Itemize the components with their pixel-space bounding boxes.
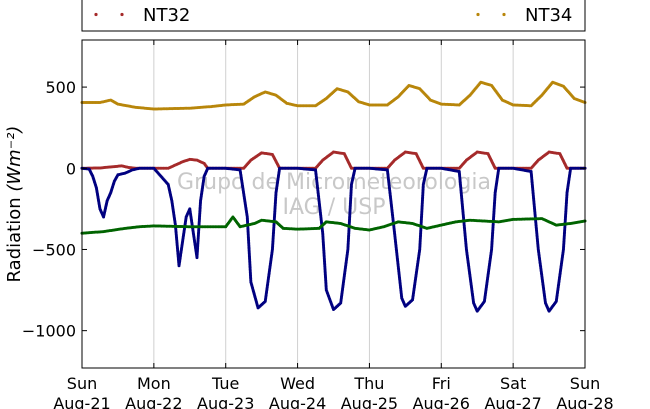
y-tick-label: −500	[32, 240, 76, 259]
gridlines	[153, 40, 514, 368]
legend-entry-nt34: NT34	[476, 5, 572, 26]
x-axis: SunAug-21MonAug-22TueAug-23WedAug-24ThuA…	[53, 40, 614, 409]
legend-label-nt32: NT32	[143, 5, 190, 26]
legend-marker-nt34	[502, 12, 506, 17]
x-tick-label-date: Aug-22	[125, 394, 182, 409]
legend-marker-nt34	[476, 12, 480, 17]
legend: NT32 NT34	[81, 0, 586, 32]
legend-label-nt34: NT34	[525, 5, 572, 26]
legend-entry-nt32: NT32	[94, 5, 190, 26]
x-tick-label-day: Tue	[211, 374, 239, 393]
y-tick-label: 500	[45, 78, 76, 97]
x-tick-label-date: Aug-25	[341, 394, 398, 409]
legend-frame	[81, 0, 586, 32]
x-tick-label-day: Sun	[570, 374, 600, 393]
series-unlabeled-3	[80, 215, 587, 235]
x-tick-label-date: Aug-24	[269, 394, 326, 409]
x-tick-label-date: Aug-21	[53, 394, 110, 409]
x-tick-label-day: Sun	[67, 374, 97, 393]
y-tick-label: −1000	[22, 322, 76, 341]
x-tick-label-date: Aug-27	[484, 394, 541, 409]
watermark-line-1: Grupo de Micrometeorologia	[177, 170, 491, 195]
legend-marker-nt32	[94, 12, 98, 17]
y-axis: 500 0 −500 −1000	[22, 78, 585, 341]
watermark: Grupo de Micrometeorologia IAG / USP	[177, 170, 491, 220]
watermark-line-2: IAG / USP	[283, 195, 386, 220]
x-tick-label-day: Mon	[137, 374, 171, 393]
plot-frame	[81, 39, 586, 369]
x-tick-label-day: Wed	[280, 374, 315, 393]
y-axis-label-text: Radiation	[4, 197, 25, 282]
x-tick-label-day: Thu	[353, 374, 384, 393]
legend-marker-nt32	[120, 12, 124, 17]
y-axis-label: Radiation (Wm⁻²)	[4, 126, 25, 283]
series-nt34	[80, 80, 587, 111]
x-tick-label-date: Aug-26	[413, 394, 470, 409]
y-axis-label-unit: (Wm⁻²)	[4, 126, 25, 192]
plot-background	[82, 40, 585, 368]
y-tick-label: 0	[66, 159, 76, 178]
x-tick-label-day: Fri	[432, 374, 451, 393]
x-tick-label-date: Aug-23	[197, 394, 254, 409]
x-tick-label-date: Aug-28	[556, 394, 613, 409]
x-tick-label-day: Sat	[500, 374, 526, 393]
